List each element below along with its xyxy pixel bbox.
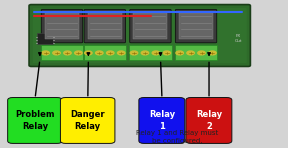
- Circle shape: [130, 51, 138, 55]
- Text: Relay
1: Relay 1: [149, 110, 175, 131]
- Circle shape: [141, 51, 149, 55]
- FancyBboxPatch shape: [60, 98, 115, 143]
- Circle shape: [75, 51, 82, 55]
- FancyBboxPatch shape: [45, 13, 79, 39]
- FancyBboxPatch shape: [175, 45, 217, 61]
- FancyBboxPatch shape: [88, 13, 122, 39]
- FancyBboxPatch shape: [186, 98, 232, 143]
- Circle shape: [53, 51, 60, 55]
- Text: FX
Out: FX Out: [234, 34, 242, 43]
- Circle shape: [118, 51, 125, 55]
- Circle shape: [107, 51, 114, 55]
- Text: Relay
2: Relay 2: [196, 110, 222, 131]
- Bar: [37, 33, 53, 44]
- FancyBboxPatch shape: [41, 45, 83, 61]
- FancyBboxPatch shape: [139, 98, 185, 143]
- FancyBboxPatch shape: [8, 98, 62, 143]
- FancyBboxPatch shape: [130, 9, 171, 43]
- FancyBboxPatch shape: [133, 13, 167, 39]
- Text: Relay 1 and Relay must
be configured.: Relay 1 and Relay must be configured.: [136, 130, 218, 144]
- Circle shape: [96, 51, 103, 55]
- FancyBboxPatch shape: [179, 13, 213, 39]
- FancyBboxPatch shape: [129, 45, 172, 61]
- Circle shape: [187, 51, 194, 55]
- FancyBboxPatch shape: [33, 8, 247, 63]
- Circle shape: [42, 51, 49, 55]
- Circle shape: [209, 51, 216, 55]
- FancyBboxPatch shape: [84, 9, 126, 43]
- Circle shape: [152, 51, 160, 55]
- FancyBboxPatch shape: [41, 9, 83, 43]
- Circle shape: [85, 51, 92, 55]
- Circle shape: [176, 51, 183, 55]
- Text: Problem
Relay: Problem Relay: [15, 110, 55, 131]
- Circle shape: [198, 51, 205, 55]
- FancyBboxPatch shape: [84, 45, 126, 61]
- Text: Danger
Relay: Danger Relay: [71, 110, 105, 131]
- FancyBboxPatch shape: [29, 5, 250, 66]
- FancyBboxPatch shape: [175, 9, 217, 43]
- Circle shape: [163, 51, 170, 55]
- Circle shape: [64, 51, 71, 55]
